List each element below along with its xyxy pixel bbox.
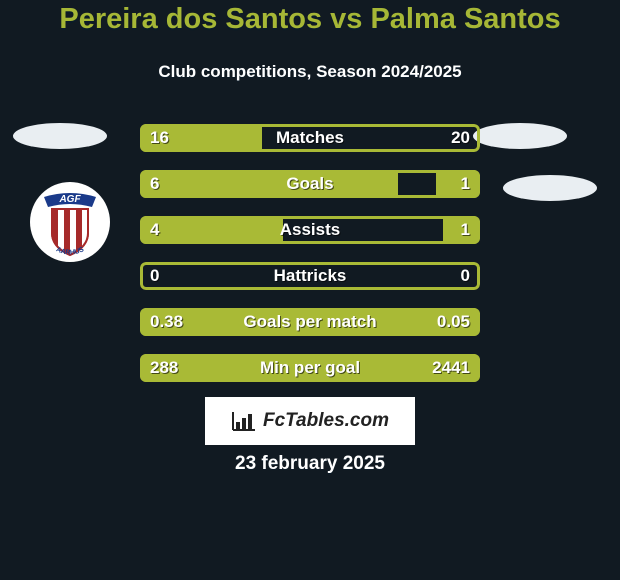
bar-label: Goals per match	[140, 308, 480, 336]
bar-value-right: 1	[461, 216, 470, 244]
ellipse-3	[503, 175, 597, 201]
bar-row: Goals6 1	[140, 170, 480, 198]
bar-value-right: 20	[451, 124, 470, 152]
bar-row: Min per goal288 2441	[140, 354, 480, 382]
bar-label: Matches	[140, 124, 480, 152]
page-title-front: Pereira dos Santos vs Palma Santos	[59, 3, 560, 35]
bar-value-right: 0	[461, 262, 470, 290]
fctables-text: FcTables.com	[263, 410, 389, 432]
date-front: 23 february 2025	[235, 453, 385, 474]
fctables-chart-icon	[231, 410, 257, 432]
subtitle: Club competitions, Season 2024/2025 Club…	[0, 62, 620, 82]
club-badge: AGFAARHUS	[30, 182, 110, 262]
bar-value-left: 0.38	[150, 308, 183, 336]
bar-row: Matches16 20	[140, 124, 480, 152]
bar-value-right: 1	[461, 170, 470, 198]
bar-label: Min per goal	[140, 354, 480, 382]
subtitle-front: Club competitions, Season 2024/2025	[158, 62, 461, 81]
bar-value-right: 2441	[432, 354, 470, 382]
bar-value-left: 16	[150, 124, 169, 152]
comparison-bars: Matches1620Goals61Assists41Hattricks00Go…	[140, 124, 480, 400]
bar-row: Hattricks0 0	[140, 262, 480, 290]
ellipse-1	[13, 123, 107, 149]
bar-label: Goals	[140, 170, 480, 198]
bar-value-left: 288	[150, 354, 178, 382]
bar-row: Goals per match0.38 0.05	[140, 308, 480, 336]
bar-value-left: 0	[150, 262, 159, 290]
bar-value-left: 4	[150, 216, 159, 244]
fctables-badge: FcTables.com	[205, 397, 415, 445]
bar-label: Hattricks	[140, 262, 480, 290]
bar-value-left: 6	[150, 170, 159, 198]
bar-row: Assists4 1	[140, 216, 480, 244]
bar-value-right: 0.05	[437, 308, 470, 336]
date-text: 23 february 2025 23 february 2025	[0, 453, 620, 475]
page-title: Pereira dos Santos vs Palma Santos Perei…	[0, 3, 620, 36]
club-emblem-icon: AGFAARHUS	[40, 187, 100, 257]
svg-text:AGF: AGF	[58, 194, 81, 205]
ellipse-2	[473, 123, 567, 149]
bar-label: Assists	[140, 216, 480, 244]
stage: Pereira dos Santos vs Palma Santos Perei…	[0, 0, 620, 580]
